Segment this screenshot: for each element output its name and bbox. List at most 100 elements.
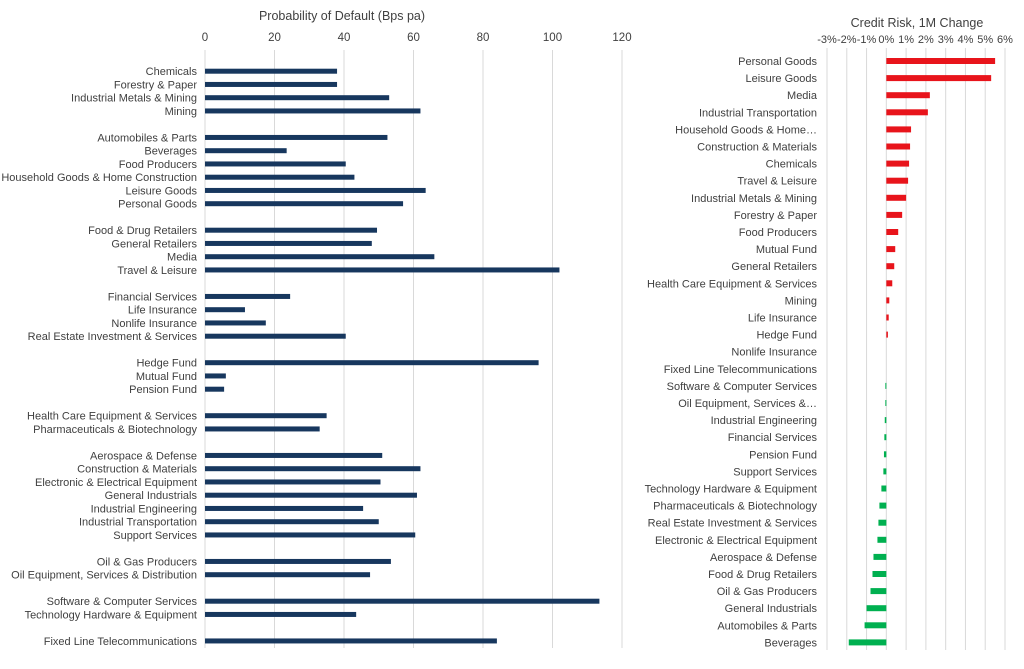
left-bar bbox=[205, 611, 357, 617]
left-bar bbox=[205, 187, 426, 193]
right-category-label: Aerospace & Defense bbox=[710, 552, 817, 564]
left-category-label: Leisure Goods bbox=[125, 185, 197, 197]
right-category-label: Leisure Goods bbox=[745, 73, 817, 85]
right-category-label: Industrial Engineering bbox=[711, 415, 817, 427]
left-bar bbox=[205, 161, 346, 167]
right-bar bbox=[886, 126, 912, 133]
left-chart-title: Probability of Default (Bps pa) bbox=[259, 9, 425, 23]
right-bar bbox=[886, 92, 930, 99]
left-category-label: Media bbox=[167, 252, 198, 264]
right-category-label: Mutual Fund bbox=[756, 244, 817, 256]
left-bar bbox=[205, 519, 379, 525]
left-bar bbox=[205, 81, 338, 87]
left-x-tick-label: 60 bbox=[407, 32, 420, 44]
left-category-label: Industrial Engineering bbox=[91, 503, 197, 515]
right-x-tick-label: -2% bbox=[837, 34, 857, 46]
left-category-label: Travel & Leisure bbox=[117, 265, 197, 277]
right-bar bbox=[886, 314, 889, 321]
right-bar bbox=[881, 485, 887, 492]
right-category-label: Software & Computer Services bbox=[667, 381, 818, 393]
right-bar bbox=[866, 605, 887, 612]
right-bar bbox=[872, 571, 887, 577]
right-category-label: General Retailers bbox=[731, 261, 817, 273]
left-category-label: Oil Equipment, Services & Distribution bbox=[11, 570, 197, 582]
left-bar bbox=[205, 320, 266, 326]
left-category-label: Pharmaceuticals & Biotechnology bbox=[33, 424, 197, 436]
left-bar bbox=[205, 479, 381, 485]
left-bar bbox=[205, 267, 560, 273]
left-bar bbox=[205, 108, 421, 114]
right-bar bbox=[884, 417, 887, 424]
right-x-tick-label: 0% bbox=[878, 34, 894, 46]
right-bar bbox=[884, 434, 887, 441]
left-bar bbox=[205, 293, 291, 299]
left-bar bbox=[205, 134, 388, 140]
left-category-label: Real Estate Investment & Services bbox=[28, 331, 198, 343]
left-bar bbox=[205, 307, 245, 313]
right-category-label: Pharmaceuticals & Biotechnology bbox=[653, 501, 817, 513]
right-bar bbox=[886, 194, 907, 201]
left-category-label: Support Services bbox=[113, 530, 197, 542]
right-category-label: Nonlife Insurance bbox=[731, 347, 817, 359]
right-category-label: Chemicals bbox=[766, 159, 818, 171]
right-bar bbox=[877, 536, 887, 543]
credit-risk-change-chart: Credit Risk, 1M Change -3% -2% -1% 0% 1% 2% 3%… bbox=[645, 16, 1013, 650]
right-category-label: Fixed Line Telecommunications bbox=[664, 364, 818, 376]
left-category-label: Household Goods & Home Construction bbox=[1, 172, 197, 184]
left-category-label: General Retailers bbox=[111, 238, 197, 250]
left-category-label: Chemicals bbox=[146, 66, 198, 78]
right-category-label: Food Producers bbox=[739, 227, 818, 239]
right-category-label: Food & Drug Retailers bbox=[708, 569, 817, 581]
left-bar bbox=[205, 532, 416, 538]
left-category-label: Aerospace & Defense bbox=[90, 450, 197, 462]
left-category-label: Technology Hardware & Equipment bbox=[25, 609, 197, 621]
left-bar bbox=[205, 452, 383, 458]
right-bar bbox=[873, 553, 887, 560]
left-bar bbox=[205, 638, 497, 644]
right-x-tick-label: 2% bbox=[918, 34, 934, 46]
right-chart-title: Credit Risk, 1M Change bbox=[851, 16, 984, 30]
right-bar bbox=[886, 143, 911, 150]
right-bar bbox=[886, 75, 992, 82]
left-bar bbox=[205, 505, 364, 511]
left-category-label: General Industrials bbox=[105, 490, 198, 502]
right-bar bbox=[879, 502, 887, 509]
right-x-tick-label: 1% bbox=[898, 34, 914, 46]
left-category-label: Food & Drug Retailers bbox=[88, 225, 197, 237]
right-category-label: Electronic & Electrical Equipment bbox=[655, 535, 817, 547]
right-bars bbox=[848, 58, 996, 646]
right-category-label: Household Goods & Home… bbox=[675, 124, 817, 136]
right-bar bbox=[886, 211, 903, 218]
right-category-label: Oil & Gas Producers bbox=[717, 586, 818, 598]
left-x-tick-label: 120 bbox=[612, 32, 631, 44]
left-bar bbox=[205, 333, 346, 339]
right-category-label: Real Estate Investment & Services bbox=[648, 518, 818, 530]
right-x-tick-label: 5% bbox=[977, 34, 993, 46]
right-category-labels: Personal Goods Leisure Goods Media Industri… bbox=[645, 56, 818, 649]
right-category-label: General Industrials bbox=[725, 603, 818, 615]
left-category-label: Construction & Materials bbox=[77, 464, 197, 476]
right-bar bbox=[886, 263, 895, 270]
left-bar bbox=[205, 558, 391, 564]
right-bar bbox=[886, 280, 893, 287]
left-category-label: Mutual Fund bbox=[136, 371, 197, 383]
left-bar bbox=[205, 174, 355, 180]
right-bar bbox=[864, 622, 887, 629]
right-bar bbox=[870, 588, 887, 595]
right-category-label: Industrial Metals & Mining bbox=[691, 193, 817, 205]
left-category-label: Hedge Fund bbox=[136, 358, 197, 370]
left-bar bbox=[205, 492, 417, 498]
right-x-tick-label: -1% bbox=[857, 34, 877, 46]
left-category-label: Software & Computer Services bbox=[47, 596, 198, 608]
right-bar bbox=[886, 58, 996, 64]
left-bar bbox=[205, 240, 372, 246]
left-bar bbox=[205, 254, 435, 260]
right-category-label: Oil Equipment, Services &… bbox=[678, 398, 817, 410]
left-category-label: Automobiles & Parts bbox=[97, 132, 197, 144]
left-bar bbox=[205, 386, 225, 392]
left-bar bbox=[205, 360, 539, 366]
right-bar bbox=[886, 331, 888, 338]
left-bar bbox=[205, 426, 320, 432]
